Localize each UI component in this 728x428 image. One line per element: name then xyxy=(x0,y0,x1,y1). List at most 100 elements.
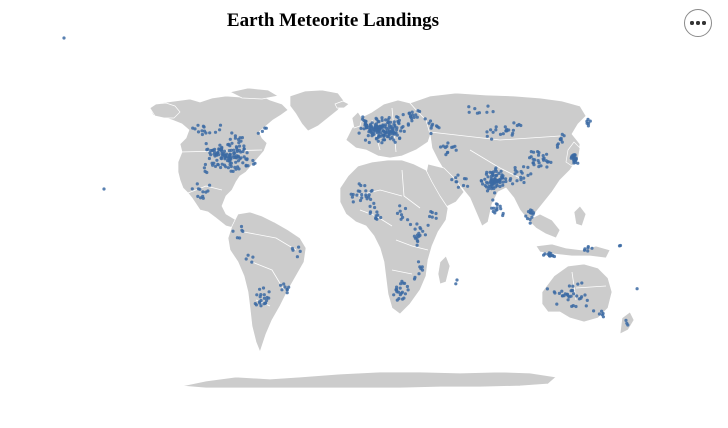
meteorite-point[interactable] xyxy=(566,298,570,302)
meteorite-point[interactable] xyxy=(485,130,489,134)
meteorite-point[interactable] xyxy=(519,175,523,179)
meteorite-point[interactable] xyxy=(219,165,223,170)
meteorite-point[interactable] xyxy=(519,178,523,182)
meteorite-point[interactable] xyxy=(601,311,605,316)
meteorite-point[interactable] xyxy=(398,204,402,208)
meteorite-point[interactable] xyxy=(384,118,388,122)
meteorite-point[interactable] xyxy=(261,286,266,290)
meteorite-point[interactable] xyxy=(490,179,494,183)
meteorite-point[interactable] xyxy=(220,162,224,166)
meteorite-point[interactable] xyxy=(208,151,212,155)
meteorite-point[interactable] xyxy=(201,124,205,128)
meteorite-point[interactable] xyxy=(536,153,541,157)
meteorite-point[interactable] xyxy=(233,136,237,140)
meteorite-point[interactable] xyxy=(265,298,269,303)
meteorite-point[interactable] xyxy=(501,183,505,187)
meteorite-point[interactable] xyxy=(359,183,363,188)
meteorite-point[interactable] xyxy=(501,213,505,218)
meteorite-point[interactable] xyxy=(555,302,559,306)
meteorite-point[interactable] xyxy=(491,173,495,177)
meteorite-point[interactable] xyxy=(420,268,425,272)
meteorite-point[interactable] xyxy=(193,127,197,131)
meteorite-point[interactable] xyxy=(208,131,212,135)
meteorite-point[interactable] xyxy=(576,282,580,286)
meteorite-point[interactable] xyxy=(62,36,66,40)
meteorite-point[interactable] xyxy=(364,126,369,130)
meteorite-point[interactable] xyxy=(501,180,505,184)
meteorite-point[interactable] xyxy=(202,166,206,170)
meteorite-point[interactable] xyxy=(213,164,218,168)
meteorite-point[interactable] xyxy=(497,171,501,175)
meteorite-point[interactable] xyxy=(363,138,368,142)
meteorite-point[interactable] xyxy=(368,210,373,214)
meteorite-point[interactable] xyxy=(390,130,395,134)
meteorite-point[interactable] xyxy=(405,284,409,289)
meteorite-point[interactable] xyxy=(572,292,576,296)
meteorite-point[interactable] xyxy=(437,126,441,130)
meteorite-point[interactable] xyxy=(218,128,222,132)
meteorite-point[interactable] xyxy=(224,153,228,158)
meteorite-point[interactable] xyxy=(492,206,496,210)
meteorite-point[interactable] xyxy=(371,128,375,132)
meteorite-point[interactable] xyxy=(368,204,372,208)
meteorite-point[interactable] xyxy=(398,293,402,297)
meteorite-point[interactable] xyxy=(491,110,495,114)
meteorite-point[interactable] xyxy=(428,119,433,123)
meteorite-point[interactable] xyxy=(295,255,299,259)
meteorite-point[interactable] xyxy=(532,163,536,167)
meteorite-point[interactable] xyxy=(399,213,404,217)
meteorite-point[interactable] xyxy=(411,113,415,117)
meteorite-point[interactable] xyxy=(363,184,367,188)
meteorite-point[interactable] xyxy=(291,248,295,252)
meteorite-point[interactable] xyxy=(239,139,243,143)
meteorite-point[interactable] xyxy=(454,148,458,152)
meteorite-point[interactable] xyxy=(246,164,250,168)
meteorite-point[interactable] xyxy=(499,169,503,173)
meteorite-point[interactable] xyxy=(483,177,487,181)
meteorite-point[interactable] xyxy=(263,126,267,130)
meteorite-point[interactable] xyxy=(583,293,587,297)
meteorite-point[interactable] xyxy=(362,127,366,131)
meteorite-point[interactable] xyxy=(228,144,232,148)
meteorite-point[interactable] xyxy=(576,161,580,165)
meteorite-point[interactable] xyxy=(234,160,238,164)
meteorite-point[interactable] xyxy=(511,128,515,132)
meteorite-point[interactable] xyxy=(203,162,207,167)
meteorite-point[interactable] xyxy=(498,184,502,189)
meteorite-point[interactable] xyxy=(473,107,477,111)
meteorite-point[interactable] xyxy=(479,179,484,183)
meteorite-point[interactable] xyxy=(401,113,405,117)
meteorite-point[interactable] xyxy=(519,169,523,174)
meteorite-point[interactable] xyxy=(390,135,394,140)
meteorite-point[interactable] xyxy=(456,173,460,177)
meteorite-point[interactable] xyxy=(563,292,567,296)
meteorite-point[interactable] xyxy=(548,254,552,258)
meteorite-point[interactable] xyxy=(429,131,433,136)
meteorite-point[interactable] xyxy=(196,130,201,134)
meteorite-point[interactable] xyxy=(454,282,458,286)
meteorite-point[interactable] xyxy=(399,217,403,221)
meteorite-point[interactable] xyxy=(402,296,406,300)
meteorite-point[interactable] xyxy=(586,245,590,249)
meteorite-point[interactable] xyxy=(242,155,246,159)
meteorite-point[interactable] xyxy=(461,183,466,188)
meteorite-point[interactable] xyxy=(245,151,249,155)
meteorite-point[interactable] xyxy=(222,149,227,153)
meteorite-point[interactable] xyxy=(395,211,400,215)
meteorite-point[interactable] xyxy=(366,134,370,138)
meteorite-point[interactable] xyxy=(102,187,106,191)
meteorite-point[interactable] xyxy=(387,135,391,139)
meteorite-point[interactable] xyxy=(260,129,264,133)
meteorite-point[interactable] xyxy=(467,110,471,114)
meteorite-point[interactable] xyxy=(618,243,623,248)
meteorite-point[interactable] xyxy=(600,309,604,313)
meteorite-point[interactable] xyxy=(536,159,540,163)
meteorite-point[interactable] xyxy=(494,125,498,129)
meteorite-point[interactable] xyxy=(415,243,419,247)
meteorite-point[interactable] xyxy=(522,176,526,180)
more-options-button[interactable] xyxy=(684,9,712,37)
meteorite-point[interactable] xyxy=(541,154,545,158)
meteorite-point[interactable] xyxy=(487,187,491,191)
meteorite-point[interactable] xyxy=(210,161,214,165)
meteorite-point[interactable] xyxy=(262,293,266,297)
